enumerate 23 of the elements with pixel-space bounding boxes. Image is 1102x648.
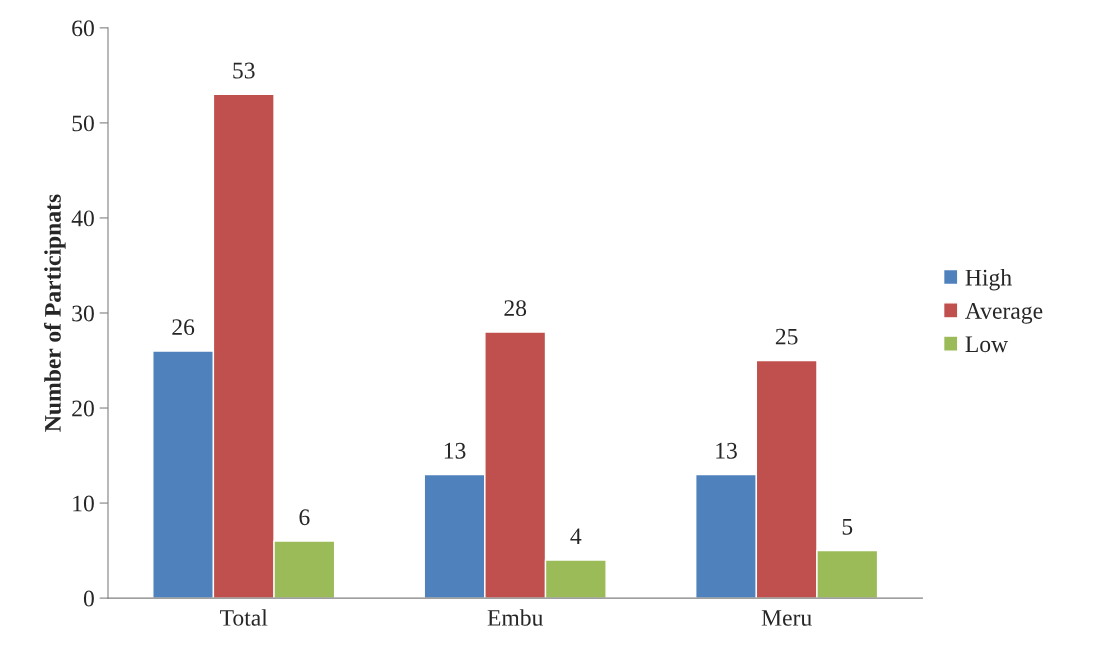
y-tick-label: 0 [83,590,94,607]
legend-label: High [965,268,1012,291]
data-label: 26 [172,319,195,336]
y-tick-label: 50 [72,115,94,132]
data-label: 53 [233,62,255,79]
legend-label: Average [965,303,1043,324]
data-label: 5 [842,518,853,535]
y-tick-label: 30 [72,305,94,322]
data-label: 28 [504,300,527,317]
x-tick-label: Total [220,609,268,626]
data-label: 13 [716,442,737,459]
legend-label: Low [965,336,1009,353]
y-tick-label: 40 [71,210,94,227]
data-label: 4 [570,528,582,544]
y-tick-label: 60 [72,20,94,37]
y-axis-title: Number of Participnats [43,194,66,432]
data-label: 13 [444,442,466,459]
x-tick-label: Embu [487,609,543,626]
data-label: 25 [775,328,798,345]
y-tick-label: 10 [73,495,94,512]
data-label: 6 [299,509,310,526]
y-tick-label: 20 [72,400,94,417]
x-tick-label: Meru [761,610,812,626]
